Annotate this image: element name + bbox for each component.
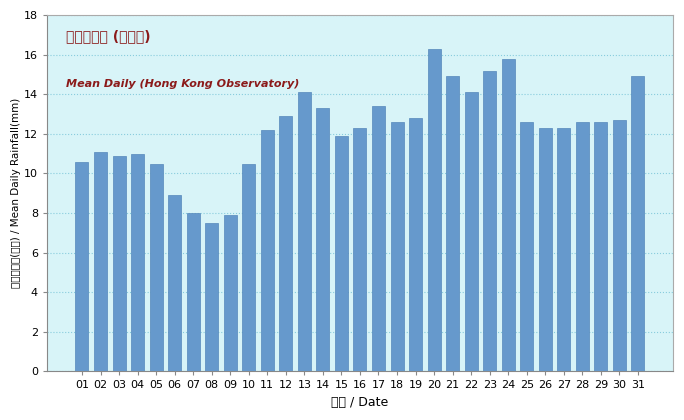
Text: 平均日雨量 (天文台): 平均日雨量 (天文台) <box>66 29 150 43</box>
Bar <box>428 49 440 371</box>
Bar <box>613 120 626 371</box>
Y-axis label: 平均日雨量(毫米) / Mean Daily Rainfall(mm): 平均日雨量(毫米) / Mean Daily Rainfall(mm) <box>11 98 21 289</box>
Bar <box>446 76 459 371</box>
Bar <box>594 122 607 371</box>
Bar <box>150 163 163 371</box>
Bar <box>502 59 515 371</box>
Bar <box>557 128 570 371</box>
Bar <box>242 163 255 371</box>
Bar <box>261 130 274 371</box>
Bar <box>539 128 552 371</box>
Bar <box>298 92 311 371</box>
Bar <box>576 122 589 371</box>
Bar <box>205 223 218 371</box>
Bar <box>483 71 496 371</box>
Bar <box>187 213 200 371</box>
Bar <box>464 92 477 371</box>
Bar <box>335 136 348 371</box>
Text: Mean Daily (Hong Kong Observatory): Mean Daily (Hong Kong Observatory) <box>66 79 299 89</box>
Bar <box>409 118 422 371</box>
Bar <box>521 122 534 371</box>
Bar <box>75 162 88 371</box>
Bar <box>279 116 292 371</box>
Bar <box>94 152 107 371</box>
Bar <box>224 215 237 371</box>
Bar <box>631 76 644 371</box>
Bar <box>113 156 126 371</box>
Bar <box>354 128 367 371</box>
Bar <box>372 106 385 371</box>
Bar <box>168 195 181 371</box>
Bar <box>317 108 330 371</box>
X-axis label: 日期 / Date: 日期 / Date <box>331 396 389 409</box>
Bar <box>391 122 404 371</box>
Bar <box>131 154 144 371</box>
